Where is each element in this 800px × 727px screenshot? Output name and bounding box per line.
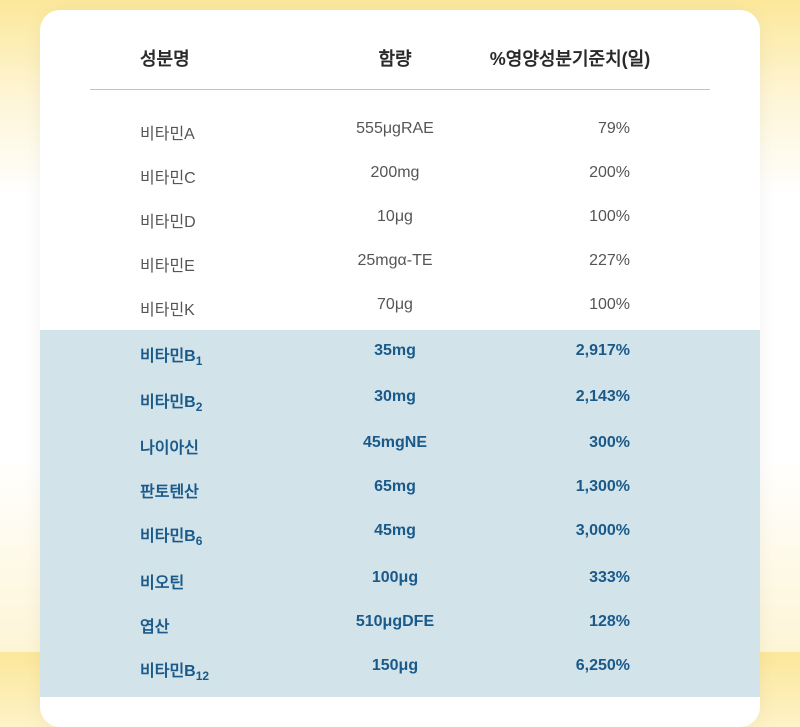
table-body: 비타민A555μgRAE79%비타민C200mg200%비타민D10μg100%… <box>40 90 760 697</box>
table-row: 비오틴100μg333% <box>40 559 760 603</box>
cell-name: 나이아신 <box>140 434 310 458</box>
cell-name: 비타민B6 <box>140 522 310 548</box>
table-row: 비타민B230mg2,143% <box>40 378 760 424</box>
cell-name: 비타민B1 <box>140 342 310 368</box>
cell-name: 판토텐산 <box>140 478 310 502</box>
cell-amount: 30mg <box>310 388 480 414</box>
cell-percent: 6,250% <box>480 657 660 683</box>
cell-name: 비타민K <box>140 296 310 320</box>
table-row: 비타민A555μgRAE79% <box>40 110 760 154</box>
cell-name: 비타민D <box>140 208 310 232</box>
cell-percent: 200% <box>480 164 660 188</box>
table-row: 비타민B645mg3,000% <box>40 512 760 558</box>
cell-amount: 25mgα-TE <box>310 252 480 276</box>
cell-name: 비오틴 <box>140 569 310 593</box>
cell-name: 비타민B2 <box>140 388 310 414</box>
cell-amount: 45mg <box>310 522 480 548</box>
cell-amount: 510μgDFE <box>310 613 480 637</box>
cell-amount: 200mg <box>310 164 480 188</box>
cell-name: 비타민E <box>140 252 310 276</box>
nutrition-table: 성분명 함량 %영양성분기준치(일) 비타민A555μgRAE79%비타민C20… <box>40 45 760 697</box>
cell-percent: 2,143% <box>480 388 660 414</box>
cell-name: 비타민C <box>140 164 310 188</box>
cell-percent: 300% <box>480 434 660 458</box>
cell-percent: 333% <box>480 569 660 593</box>
cell-amount: 100μg <box>310 569 480 593</box>
cell-amount: 10μg <box>310 208 480 232</box>
table-row: 비타민C200mg200% <box>40 154 760 198</box>
cell-percent: 128% <box>480 613 660 637</box>
nutrition-card: 성분명 함량 %영양성분기준치(일) 비타민A555μgRAE79%비타민C20… <box>40 10 760 727</box>
cell-name: 비타민B12 <box>140 657 310 683</box>
cell-percent: 3,000% <box>480 522 660 548</box>
table-row: 비타민E25mgα-TE227% <box>40 242 760 286</box>
cell-name: 비타민A <box>140 120 310 144</box>
cell-percent: 1,300% <box>480 478 660 502</box>
table-row: 비타민B12150μg6,250% <box>40 647 760 697</box>
header-name: 성분명 <box>140 45 310 71</box>
table-row: 비타민D10μg100% <box>40 198 760 242</box>
cell-amount: 150μg <box>310 657 480 683</box>
cell-percent: 79% <box>480 120 660 144</box>
cell-percent: 2,917% <box>480 342 660 368</box>
cell-amount: 35mg <box>310 342 480 368</box>
cell-percent: 227% <box>480 252 660 276</box>
cell-percent: 100% <box>480 296 660 320</box>
header-amount: 함량 <box>310 45 480 71</box>
table-header-row: 성분명 함량 %영양성분기준치(일) <box>90 45 710 90</box>
cell-name: 엽산 <box>140 613 310 637</box>
cell-amount: 555μgRAE <box>310 120 480 144</box>
table-row: 엽산510μgDFE128% <box>40 603 760 647</box>
cell-amount: 70μg <box>310 296 480 320</box>
table-row: 비타민B135mg2,917% <box>40 330 760 378</box>
table-row: 비타민K70μg100% <box>40 286 760 330</box>
cell-amount: 65mg <box>310 478 480 502</box>
table-row: 나이아신45mgNE300% <box>40 424 760 468</box>
cell-percent: 100% <box>480 208 660 232</box>
table-row: 판토텐산65mg1,300% <box>40 468 760 512</box>
cell-amount: 45mgNE <box>310 434 480 458</box>
header-percent: %영양성분기준치(일) <box>480 45 660 71</box>
